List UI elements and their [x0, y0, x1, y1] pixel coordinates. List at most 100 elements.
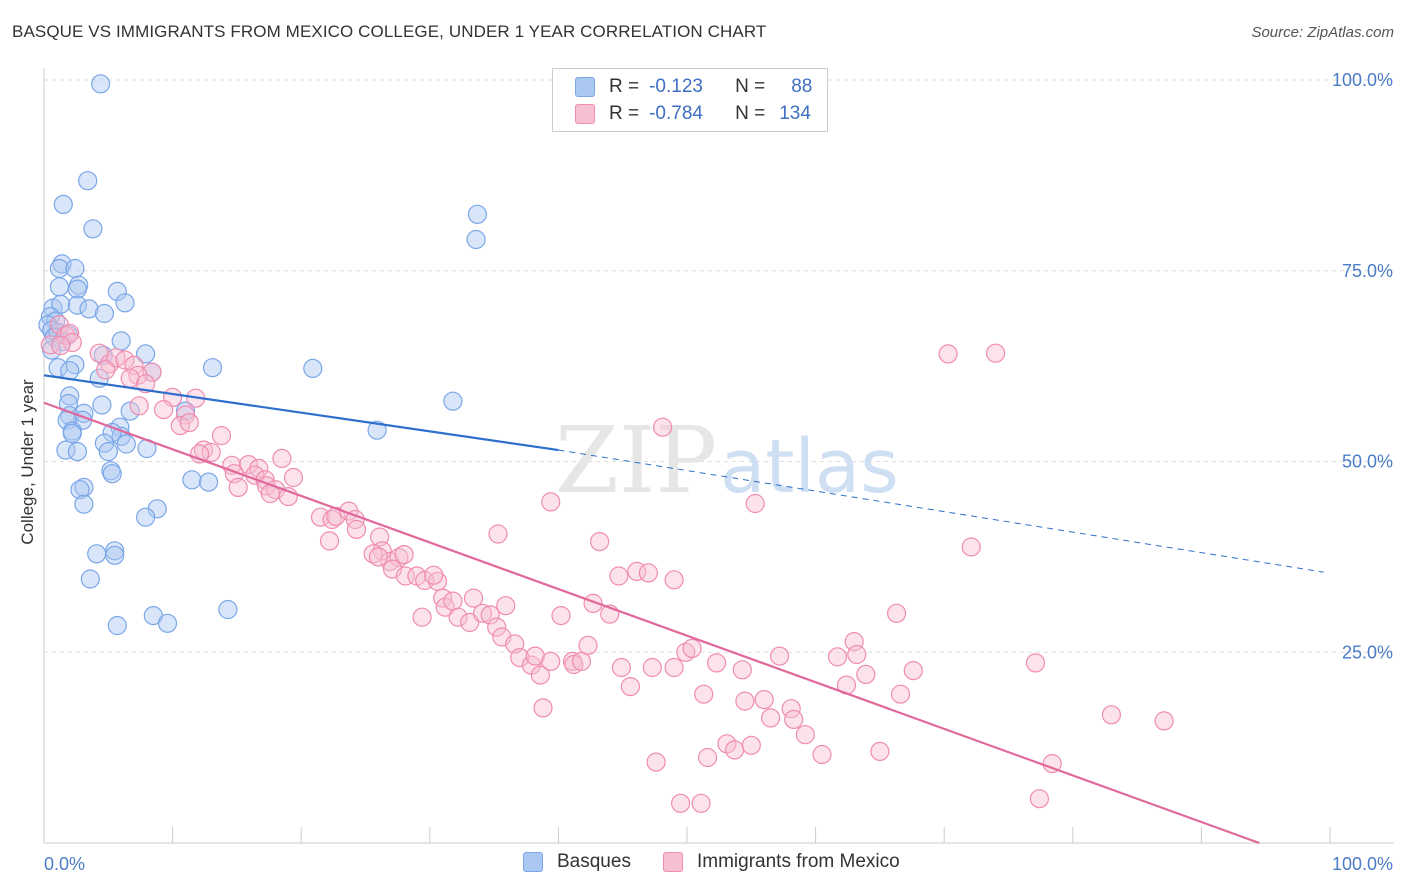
data-point	[38, 315, 58, 335]
data-point	[80, 569, 100, 589]
data-point	[642, 657, 662, 678]
data-point	[496, 596, 516, 616]
data-point	[202, 358, 223, 378]
y-tick-label: 50.0%	[1342, 452, 1393, 472]
legend-r-label: R =	[609, 76, 640, 97]
data-point	[238, 455, 259, 475]
data-point	[903, 660, 923, 681]
source-label: Source: ZipAtlas.com	[1251, 24, 1394, 41]
series-legend: Basques Immigrants from Mexico	[0, 851, 1406, 877]
data-point	[827, 647, 848, 667]
data-point	[363, 544, 383, 564]
data-point	[87, 544, 107, 564]
legend-n-value: 134	[779, 103, 811, 124]
axes	[43, 68, 1394, 844]
data-point	[691, 793, 711, 813]
data-point	[510, 647, 530, 668]
data-point	[182, 470, 202, 490]
legend-swatch-mexico	[663, 852, 683, 872]
data-point	[856, 664, 876, 685]
data-point	[578, 635, 598, 656]
legend-item-mexico: Immigrants from Mexico	[663, 851, 900, 873]
data-point	[395, 566, 415, 586]
data-point	[724, 740, 745, 760]
data-point	[211, 426, 232, 446]
data-point	[448, 607, 468, 627]
data-point	[732, 660, 752, 680]
data-point	[389, 547, 409, 568]
data-point	[40, 335, 61, 355]
data-point	[94, 303, 115, 324]
data-point	[367, 420, 387, 440]
series-points-1	[40, 315, 1174, 813]
legend-n-value: 88	[791, 76, 813, 97]
data-point	[53, 194, 73, 214]
trend-line-1	[43, 401, 1260, 845]
legend-item-basques: Basques	[523, 851, 631, 873]
watermark: ZIP atlas	[555, 407, 899, 514]
data-point	[136, 344, 156, 364]
data-point	[646, 752, 666, 772]
data-point	[870, 741, 890, 762]
data-point	[443, 591, 463, 611]
data-points	[38, 74, 1174, 813]
series-points-0	[38, 74, 487, 636]
data-point	[218, 599, 238, 620]
data-point	[107, 615, 127, 636]
data-point	[136, 507, 156, 527]
gridlines	[44, 79, 1394, 653]
y-tick-label: 25.0%	[1342, 642, 1393, 662]
data-point	[530, 665, 551, 685]
data-point	[487, 617, 507, 637]
legend-row-mexico: R = -0.784 N = 134	[575, 101, 811, 127]
data-point	[346, 519, 367, 540]
data-point	[199, 472, 219, 492]
data-point	[961, 537, 981, 557]
data-point	[154, 400, 174, 420]
trend-lines	[43, 374, 1324, 845]
data-point	[571, 651, 592, 672]
data-point	[664, 570, 684, 590]
data-point	[111, 331, 131, 351]
data-point	[83, 219, 103, 239]
data-point	[74, 494, 94, 514]
trend-extension-0	[558, 449, 1324, 573]
data-point	[67, 279, 88, 299]
x-tick-label: 0.0%	[44, 854, 85, 874]
data-point	[847, 644, 867, 665]
legend-label-basques: Basques	[557, 851, 631, 872]
x-tick-label: 100.0%	[1332, 854, 1393, 874]
legend-label-mexico: Immigrants from Mexico	[697, 851, 900, 872]
data-point	[424, 565, 444, 585]
data-point	[105, 541, 125, 561]
data-point	[1025, 653, 1046, 673]
data-point	[283, 467, 304, 488]
data-point	[706, 653, 727, 673]
data-point	[62, 332, 82, 353]
data-point	[107, 281, 127, 301]
legend-r-value: -0.123	[649, 76, 703, 97]
data-point	[1101, 705, 1122, 725]
data-point	[136, 374, 156, 394]
data-point	[65, 258, 85, 279]
data-point	[115, 293, 135, 313]
data-point	[609, 566, 629, 586]
data-point	[697, 747, 718, 768]
data-point	[694, 684, 714, 704]
y-tick-label: 100.0%	[1332, 70, 1393, 90]
y-tick-label: 75.0%	[1342, 261, 1393, 281]
data-point	[443, 391, 463, 411]
data-point	[938, 344, 958, 364]
y-axis-label: College, Under 1 year	[18, 379, 37, 545]
data-point	[142, 362, 162, 382]
data-point	[310, 507, 331, 527]
data-point	[551, 605, 571, 626]
data-point	[129, 396, 149, 416]
correlation-legend: R = -0.123 N = 88 R = -0.784 N = 134	[552, 68, 828, 132]
legend-row-basques: R = -0.123 N = 88	[575, 74, 812, 100]
data-point	[90, 74, 111, 94]
data-point	[1154, 711, 1174, 731]
data-point	[96, 360, 116, 380]
data-point	[985, 343, 1006, 363]
